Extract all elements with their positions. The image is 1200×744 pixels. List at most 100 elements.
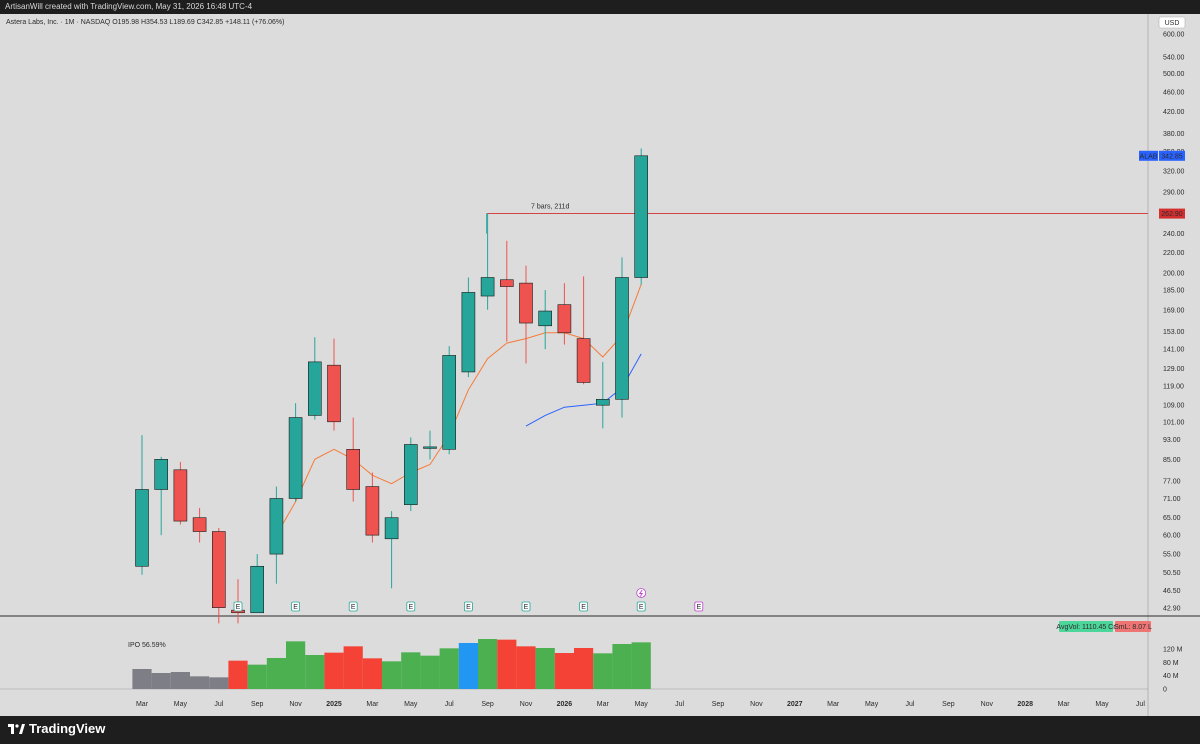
candle[interactable] [423,430,437,460]
price-axis-label: 200.00 [1163,271,1185,278]
candle[interactable] [173,461,188,525]
time-axis-label: Sep [251,701,264,708]
volume-bar[interactable] [286,641,306,689]
earnings-marker-letter: E [408,604,413,611]
earnings-marker[interactable]: E [406,601,416,612]
earnings-marker[interactable]: E [521,601,531,612]
earnings-marker[interactable]: E [463,601,473,612]
earnings-marker[interactable]: E [291,601,301,612]
chart-canvas[interactable]: Astera Labs, Inc. · 1M · NASDAQ O195.98 … [0,14,1200,716]
candle[interactable] [269,486,284,584]
volume-bar[interactable] [478,639,498,689]
earnings-marker[interactable]: E [348,601,358,612]
candle[interactable] [154,456,168,536]
earnings-marker[interactable]: E [233,601,243,612]
candle[interactable] [576,276,591,385]
candle[interactable] [480,213,495,310]
volume-bar[interactable] [266,658,286,689]
time-axis[interactable]: Mar May Jul Sep Nov 2025 Mar May Jul Sep Nov 2026 Ma… [136,701,1145,708]
candle[interactable] [461,277,476,378]
candle[interactable] [250,554,264,614]
volume-bar[interactable] [247,664,267,689]
candle[interactable] [365,472,380,543]
price-axis-label: 240.00 [1163,231,1185,238]
earnings-marker-letter: E [293,604,298,611]
volume-axis[interactable]: 120 M 80 M 40 M 0 [1163,647,1183,694]
volume-bar[interactable] [439,648,459,689]
candle[interactable] [403,437,418,512]
volume-bar[interactable] [362,658,382,689]
last-price-value-bg [1159,150,1185,161]
price-axis-label: 60.00 [1163,533,1181,540]
candle[interactable] [307,337,322,420]
candle[interactable] [519,265,533,364]
candle[interactable] [538,290,553,350]
time-axis-label: Sep [712,701,725,708]
volume-bar[interactable] [593,653,613,689]
volume-bar[interactable] [631,642,651,689]
volume-bar[interactable] [574,648,594,689]
volume-bar[interactable] [170,672,190,689]
currency-button[interactable]: USD [1158,16,1186,29]
candle[interactable] [384,511,399,589]
candle[interactable] [346,417,361,502]
last-price-label: ALAB 342.85 [1139,150,1185,161]
candle-body [634,155,649,278]
volume-bar[interactable] [209,677,229,689]
volume-bar[interactable] [554,653,574,689]
candle[interactable] [327,338,341,431]
price-axis-label: 109.00 [1163,403,1185,410]
last-price-value: 342.85 [1161,153,1183,160]
time-axis-label: May [1095,701,1109,708]
candle[interactable] [615,257,629,418]
symbol-info-line[interactable]: Astera Labs, Inc. · 1M · NASDAQ O195.98 … [6,19,284,26]
candle[interactable] [231,579,245,624]
avg-volume-badge-bg [1059,621,1113,632]
earnings-marker-letter: E [696,604,701,611]
volume-bar[interactable] [228,660,248,689]
chart-panel[interactable]: Astera Labs, Inc. · 1M · NASDAQ O195.98 … [0,14,1200,716]
time-axis-label: Nov [981,701,994,708]
time-axis-label: Jul [445,701,454,708]
dividend-marker[interactable] [636,588,647,598]
candle[interactable] [557,283,572,345]
volume-bar[interactable] [305,655,325,689]
volume-bar[interactable] [458,643,478,689]
price-axis-label: 119.00 [1163,384,1184,391]
volume-bar[interactable] [612,644,632,689]
volume-bar[interactable] [382,661,402,689]
volume-bar[interactable] [190,676,210,689]
measure-level-badge-bg [1159,208,1185,219]
volume-bar[interactable] [535,648,555,689]
volume-bar[interactable] [324,652,344,689]
candle[interactable] [499,240,514,342]
earnings-marker[interactable]: E [579,601,588,612]
candle[interactable] [634,148,649,285]
measure-tool[interactable]: 7 bars, 211d 262.90 [486,204,1185,234]
volume-axis-label: 120 M [1163,647,1183,654]
candle[interactable] [595,361,610,429]
earnings-marker[interactable]: E [694,601,704,612]
candle[interactable] [442,346,457,455]
volume-bar[interactable] [401,652,421,689]
candle-body [423,446,437,449]
candle-body [480,277,495,297]
volume-bar[interactable] [497,639,517,689]
tradingview-logo[interactable]: TradingView [8,721,105,736]
candle[interactable] [192,507,207,543]
volume-bar[interactable] [132,669,152,689]
price-axis[interactable]: 600.00540.00500.00460.00420.00380.00350.… [1163,32,1185,613]
time-axis-label: Jul [906,701,915,708]
candlestick-series[interactable] [135,148,649,624]
volume-bar[interactable] [343,646,363,689]
candle[interactable] [288,403,303,502]
candle[interactable] [212,527,226,624]
earnings-marker[interactable]: E [636,601,646,612]
currency-label: USD [1165,20,1180,27]
volume-bar[interactable] [151,673,171,689]
candle[interactable] [135,435,149,575]
volume-bar[interactable] [420,655,440,689]
volume-pane[interactable]: IPO 56.59% [128,639,651,689]
volume-bar[interactable] [516,646,536,689]
